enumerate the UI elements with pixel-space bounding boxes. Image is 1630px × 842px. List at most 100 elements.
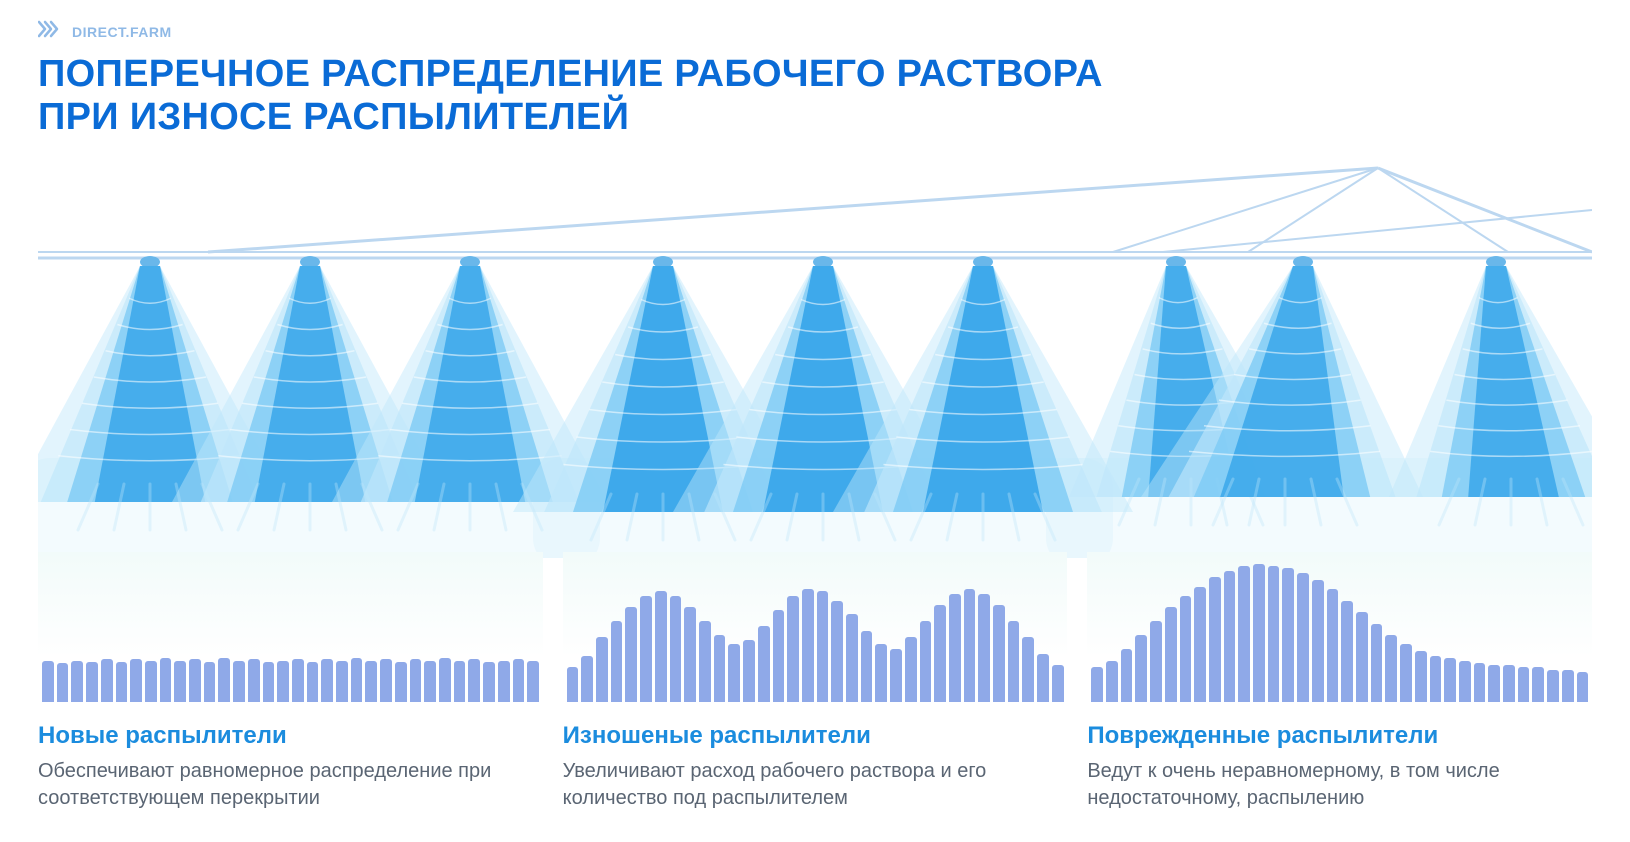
bar [1327,589,1339,702]
bar [802,589,814,702]
bar [890,649,902,702]
bar [1562,670,1574,702]
bar [130,659,142,702]
bar [1037,654,1049,702]
bar [101,659,113,702]
bar [611,621,623,702]
bar [949,594,961,702]
bar [57,663,69,702]
bar [1022,637,1034,702]
boom-and-spray-diagram [38,128,1592,558]
bar [145,661,157,703]
bar [189,659,201,702]
bar [1253,564,1265,702]
bar [1165,607,1177,702]
bar [684,607,696,702]
bar [773,610,785,702]
bar [1577,672,1589,702]
bar [1371,624,1383,702]
bar [439,658,451,702]
bar [116,662,128,702]
bar [934,605,946,702]
bar [1385,635,1397,702]
bars-panel-worn [563,552,1068,702]
bar [1091,667,1103,702]
bar [993,605,1005,702]
title-line-1: ПОПЕРЕЧНОЕ РАСПРЕДЕЛЕНИЕ РАБОЧЕГО РАСТВО… [38,53,1103,95]
bar [1180,596,1192,702]
bar [817,591,829,702]
bar [351,658,363,702]
logo-chevrons-icon [38,20,64,43]
logo-text: DIRECT.FARM [72,24,172,40]
brand-logo: DIRECT.FARM [38,20,1592,43]
bar [699,621,711,702]
bar [1297,573,1309,702]
bar [1135,635,1147,702]
bar [1400,644,1412,702]
caption-worn: Изношеные распылители Увеличивают расход… [563,722,1068,812]
bar [875,644,887,702]
bar [670,596,682,702]
bar [1268,566,1280,702]
bar [160,658,172,702]
bar [978,594,990,702]
captions-row: Новые распылители Обеспечивают равномерн… [38,722,1592,812]
bar [581,656,593,702]
bar [1503,665,1515,702]
bar [1209,577,1221,702]
bar [714,635,726,702]
bars-panel-damaged [1087,552,1592,702]
bar [277,661,289,703]
bar [625,607,637,702]
bar [964,589,976,702]
bar [1415,651,1427,702]
bar [1052,665,1064,702]
bar [1430,656,1442,702]
bar [1312,580,1324,702]
bar [1532,667,1544,702]
bar [71,661,83,703]
bar [1150,621,1162,702]
bar [86,662,98,702]
bar [728,644,740,702]
distribution-bars-row [38,552,1592,702]
bar [527,661,539,703]
bar [218,658,230,702]
bar [787,596,799,702]
bar [454,661,466,703]
bar [513,659,525,702]
caption-damaged: Поврежденные распылители Ведут к очень н… [1087,722,1592,812]
bar [42,661,54,703]
bar [861,631,873,703]
bar [321,659,333,702]
bar [1194,587,1206,702]
bar [1474,663,1486,702]
bar [233,661,245,703]
caption-heading: Поврежденные распылители [1087,722,1592,750]
bar [655,591,667,702]
bar [1224,571,1236,703]
bar [1518,667,1530,702]
bar [410,659,422,702]
bar [174,661,186,703]
caption-body: Ведут к очень неравномерному, в том числ… [1087,758,1592,812]
bar [468,659,480,702]
bar [380,659,392,702]
bar [831,601,843,703]
caption-heading: Новые распылители [38,722,543,750]
caption-body: Обеспечивают равномерное распределение п… [38,758,543,812]
bar [498,661,510,703]
bar [743,640,755,702]
bar [1106,661,1118,703]
page-title: ПОПЕРЕЧНОЕ РАСПРЕДЕЛЕНИЕ РАБОЧЕГО РАСТВО… [38,53,1238,138]
bar [292,659,304,702]
bar [263,662,275,702]
bar [248,659,260,702]
bar [1008,621,1020,702]
bar [567,667,579,702]
bar [1488,665,1500,702]
bar [846,614,858,702]
bar [307,662,319,702]
bar [1238,566,1250,702]
